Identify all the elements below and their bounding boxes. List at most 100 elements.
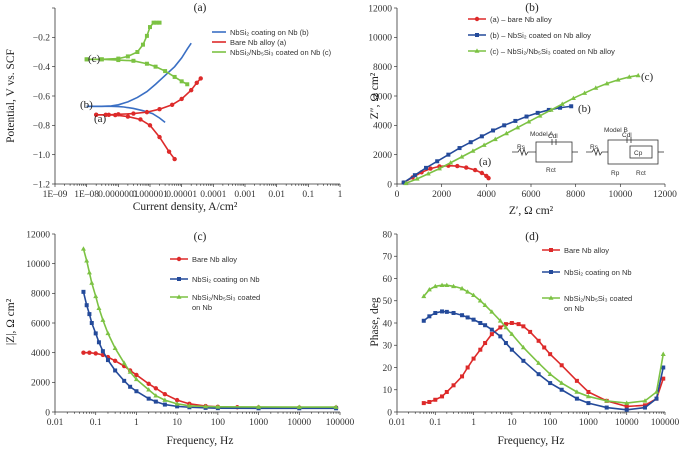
data-point	[526, 119, 532, 124]
data-point	[162, 397, 168, 402]
data-point	[144, 61, 149, 66]
data-point	[86, 269, 92, 275]
series-line	[82, 248, 337, 408]
x-tick-label: 100000	[326, 418, 355, 428]
data-point	[486, 175, 491, 181]
data-point	[559, 101, 565, 106]
series-b-1	[401, 104, 574, 185]
x-tick-label: 1E–09	[43, 190, 68, 200]
data-point	[524, 114, 529, 119]
circuit-label: Cdl	[548, 133, 558, 140]
data-point	[427, 399, 432, 404]
data-point	[503, 322, 508, 327]
x-tick-label: 10	[172, 418, 182, 428]
data-point	[148, 25, 152, 30]
legend-swatch-marker	[474, 16, 480, 22]
y-tick-label: −1.0	[33, 151, 50, 161]
data-point	[433, 310, 438, 315]
data-point	[93, 293, 99, 299]
data-point	[472, 167, 478, 173]
data-point	[582, 90, 588, 95]
data-point	[546, 107, 551, 112]
legend-label: (a) – bare Nb alloy	[490, 15, 552, 24]
y-tick-label: 8000	[373, 63, 392, 73]
data-point	[96, 340, 101, 345]
data-point	[162, 392, 168, 397]
data-point	[642, 398, 648, 403]
series-c-2	[80, 246, 339, 409]
legend-c: Bare Nb alloy NbSi₂ coating on Nb NbSi₂/Nb…	[170, 255, 260, 312]
data-point	[457, 146, 462, 151]
data-point	[536, 372, 541, 377]
data-point	[465, 315, 470, 320]
legend-label: Bare Nb alloy (a)	[230, 38, 287, 47]
legend-swatch-marker	[177, 277, 181, 281]
legend-entry: Bare Nb alloy (a)	[212, 38, 287, 47]
data-point	[448, 160, 454, 165]
data-point	[509, 347, 514, 352]
series-d-1	[421, 309, 666, 412]
data-point	[87, 350, 92, 355]
y-tick-label: 6000	[373, 92, 392, 102]
y-tick-label: 8000	[31, 290, 50, 300]
data-point	[440, 309, 445, 314]
data-point	[502, 123, 507, 128]
y-tick-label: 2000	[31, 379, 50, 389]
data-point	[516, 322, 521, 327]
data-point	[528, 329, 533, 334]
data-point	[436, 166, 442, 171]
y-tick-label: 0	[387, 180, 392, 190]
data-point	[451, 383, 456, 388]
x-tick-label: 6000	[522, 190, 541, 200]
x-tick-label: 1	[134, 418, 139, 428]
data-point	[624, 407, 629, 412]
data-point	[84, 57, 89, 62]
data-point	[131, 58, 136, 63]
data-point	[99, 57, 104, 62]
data-point	[172, 74, 177, 79]
data-point	[93, 112, 99, 117]
series-a-1	[93, 76, 203, 162]
y-tick-label: −1.2	[33, 180, 50, 190]
data-point	[478, 321, 483, 325]
data-point	[470, 148, 476, 153]
x-tick-label: 1E–08	[74, 190, 99, 200]
x-tick-label: 0.1	[90, 418, 102, 428]
data-point	[135, 50, 140, 54]
circuit-label: Cp	[634, 150, 643, 157]
data-point	[593, 85, 599, 90]
x-tick-label: 0.000001	[132, 190, 168, 200]
legend-entry: (c) – NbSi₂/Nb₅Si₃ coated on Nb alloy	[468, 47, 615, 56]
data-point	[116, 56, 121, 61]
data-point	[175, 404, 180, 409]
data-point	[503, 341, 508, 346]
data-point	[412, 173, 417, 178]
circuit-label: Rp	[611, 170, 620, 177]
data-point	[432, 283, 438, 289]
data-point	[503, 324, 509, 330]
panel-label: (c)	[194, 231, 207, 243]
data-point	[615, 77, 621, 82]
legend-label: on Nb	[192, 303, 212, 312]
x-tick-label: 100	[543, 418, 558, 428]
data-point	[559, 387, 564, 392]
series-line	[82, 291, 337, 410]
x-tick-label: 12000	[653, 190, 677, 200]
legend-a: NbSi₂ coating on Nb (b)Bare Nb alloy (a)…	[80, 28, 332, 125]
data-point	[163, 69, 168, 74]
data-point	[585, 393, 591, 399]
data-point	[89, 321, 94, 325]
data-point	[661, 365, 666, 370]
data-point	[455, 163, 460, 169]
data-point	[515, 124, 521, 130]
data-point	[96, 305, 102, 310]
chart-panel-c: 0.01 0.1 1 10 100 1000 10000 100000 0 2000 4000 600…	[5, 230, 355, 447]
data-point	[81, 350, 86, 355]
data-point	[521, 324, 526, 329]
data-point	[477, 298, 483, 303]
legend-swatch-marker	[475, 33, 479, 37]
data-point	[172, 156, 177, 162]
legend-entry: NbSi₂ coating on Nb	[170, 275, 260, 284]
y-tick-label: 10000	[368, 34, 392, 44]
